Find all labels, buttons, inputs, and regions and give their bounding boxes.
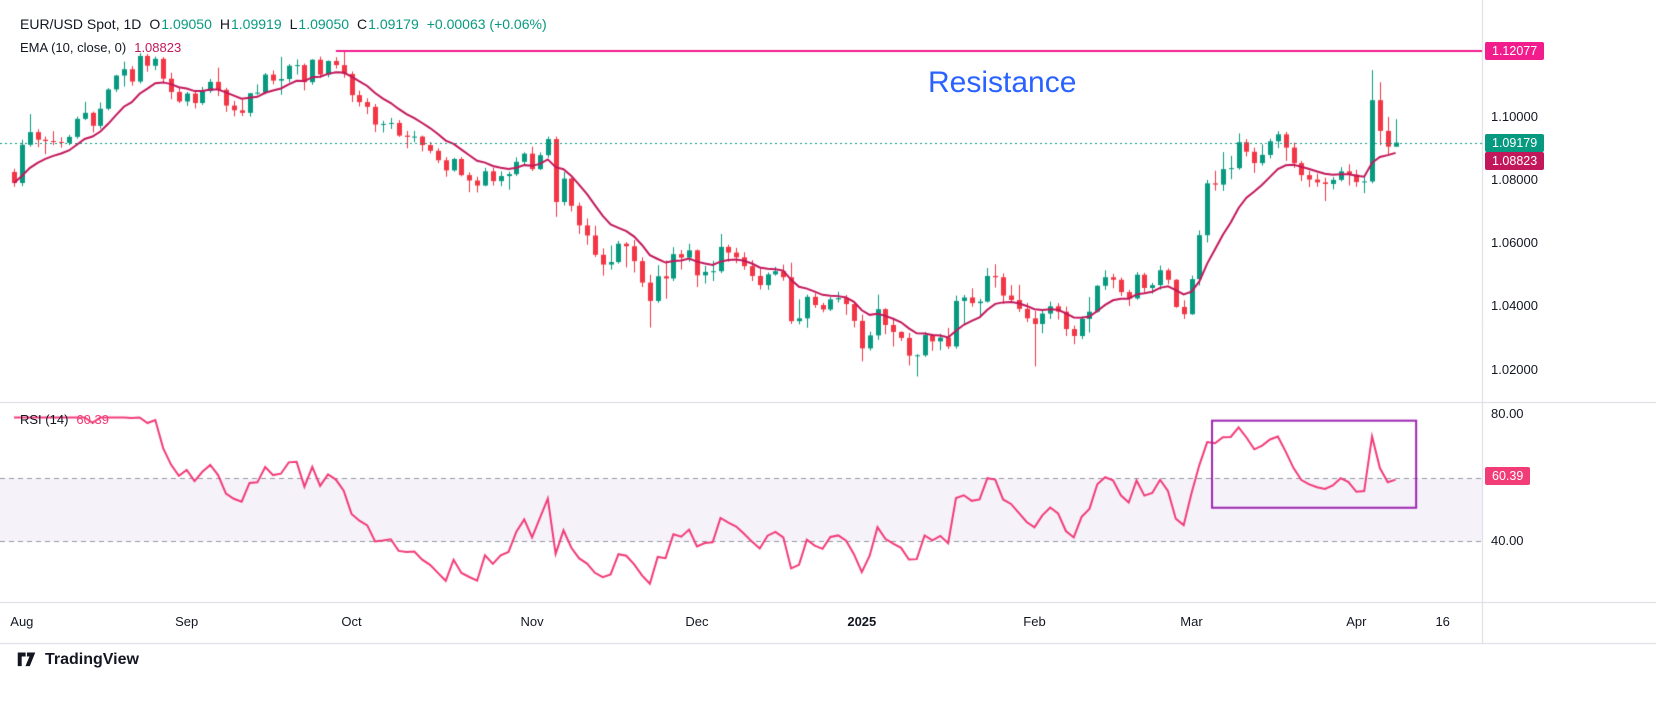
price-tick-label: 1.08000 (1491, 171, 1538, 187)
resistance-price-badge: 1.12077 (1485, 41, 1545, 60)
tradingview-brand: TradingView (45, 650, 139, 668)
time-tick-label: Apr (1346, 614, 1367, 629)
tradingview-logo-icon[interactable] (16, 649, 37, 670)
time-tick-label: Feb (1023, 614, 1046, 629)
price-tick-label: 80.00 (1491, 406, 1524, 422)
time-tick-label: Sep (175, 614, 199, 629)
symbol-title[interactable]: EUR/USD Spot, 1D (20, 16, 142, 32)
price-tick-label: 1.10000 (1491, 108, 1538, 124)
time-tick-label: 2025 (847, 614, 877, 629)
time-axis[interactable]: Aug Sep Oct Nov Dec 2025 Feb Mar Apr 16 (0, 608, 1656, 642)
ohlc-close: C1.09179 (357, 16, 419, 32)
time-tick-label: 16 (1435, 614, 1450, 629)
ohlc-low: L1.09050 (290, 16, 349, 32)
ema-price-badge: 1.08823 (1485, 151, 1545, 170)
price-tick-label: 1.02000 (1491, 361, 1538, 377)
footer: TradingView (16, 649, 139, 670)
price-tick-label: 1.04000 (1491, 298, 1538, 314)
low-value: 1.09050 (298, 16, 350, 32)
close-value: 1.09179 (368, 16, 419, 32)
rsi-label[interactable]: RSI (14) (20, 412, 69, 427)
open-label: O (149, 16, 161, 32)
resistance-annotation[interactable]: Resistance (928, 66, 1077, 99)
close-label: C (357, 16, 368, 32)
change-value: +0.00063 (+0.06%) (426, 16, 547, 32)
time-tick-label: Mar (1180, 614, 1203, 629)
rsi-header: RSI (14) 60.39 (20, 412, 109, 427)
rsi-value: 60.39 (76, 412, 109, 427)
low-label: L (289, 16, 298, 32)
price-tick-label: 1.06000 (1491, 235, 1538, 251)
open-value: 1.09050 (161, 16, 212, 32)
ohlc-open: O1.09050 (149, 16, 212, 32)
time-tick-label: Dec (685, 614, 709, 629)
time-tick-label: Nov (520, 614, 544, 629)
price-tick-label: 40.00 (1491, 533, 1524, 548)
ohlc-high: H1.09919 (220, 16, 282, 32)
high-value: 1.09919 (231, 16, 282, 32)
ema-label[interactable]: EMA (10, close, 0) (20, 40, 127, 55)
ema-value: 1.08823 (134, 40, 182, 55)
symbol-header: EUR/USD Spot, 1D O1.09050 H1.09919 L1.09… (20, 16, 547, 32)
rsi-value-badge: 60.39 (1485, 467, 1531, 486)
time-tick-label: Aug (10, 614, 34, 629)
time-tick-label: Oct (341, 614, 362, 629)
price-axis[interactable]: 1.10000 1.08000 1.06000 1.04000 1.02000 80.00… (1482, 0, 1656, 643)
last-price-badge: 1.09179 (1485, 133, 1545, 152)
high-label: H (219, 16, 230, 32)
ema-header: EMA (10, close, 0) 1.08823 (20, 40, 181, 55)
